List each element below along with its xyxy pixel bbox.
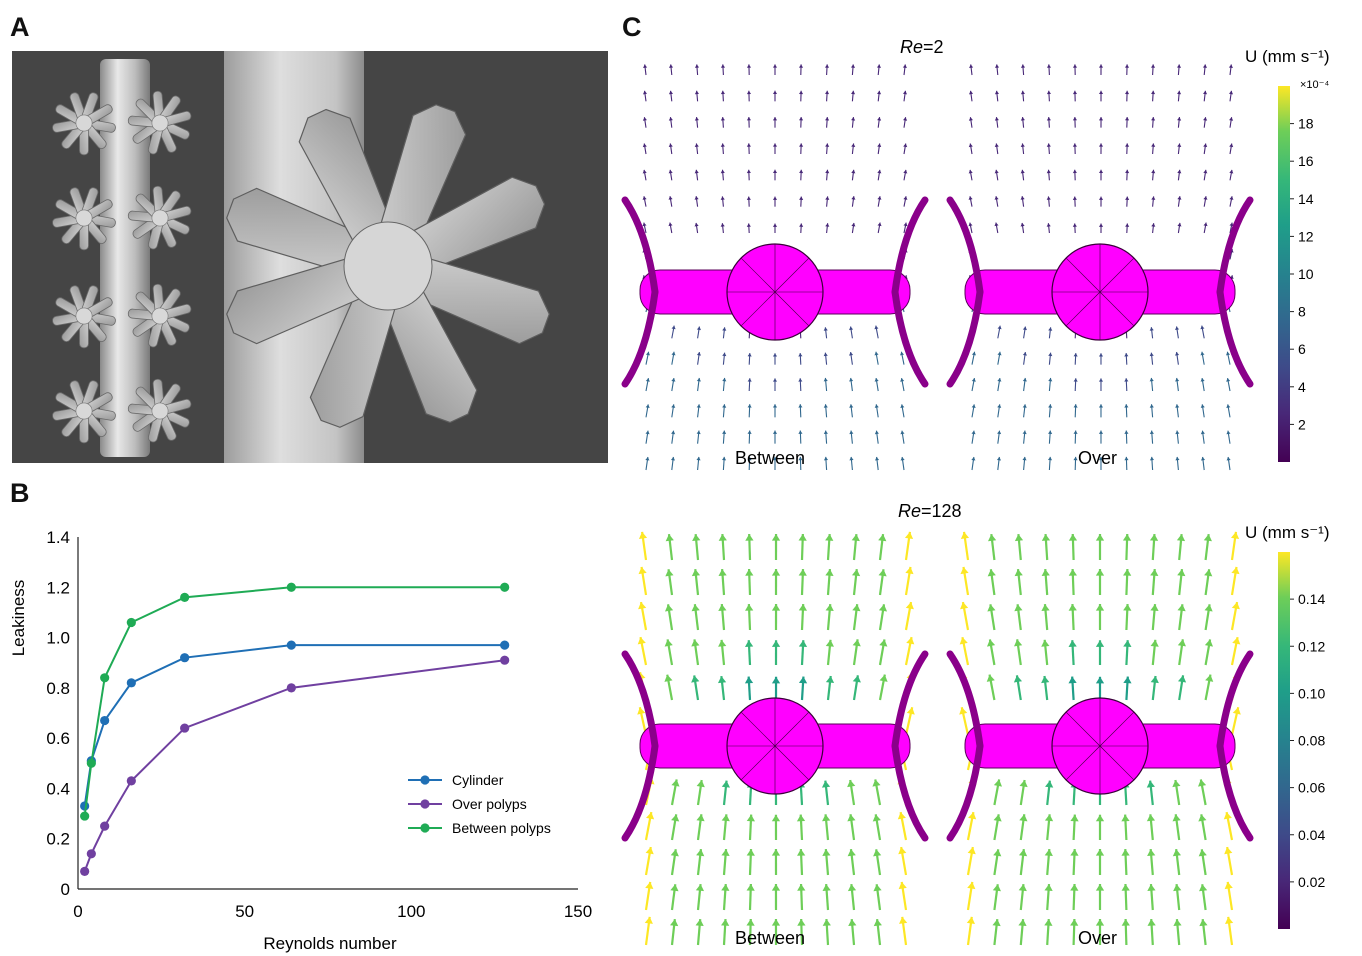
- panel-label-b: B: [10, 478, 30, 508]
- data-point: [80, 811, 90, 821]
- colorbar-tick: 16: [1298, 153, 1314, 169]
- colorbar-label-top: U (mm s⁻¹): [1245, 47, 1330, 66]
- colorbar-tick: 0.04: [1298, 827, 1325, 843]
- colorbar-exponent-top: ×10⁻⁴: [1300, 79, 1329, 91]
- data-point: [100, 821, 110, 831]
- y-tick-label: 1.0: [46, 629, 70, 648]
- velocity-vectors-top: [642, 64, 1234, 471]
- coral-model-render: [12, 51, 608, 463]
- y-tick-label: 0.4: [46, 779, 70, 798]
- data-point: [500, 582, 510, 592]
- series-line: [83, 586, 505, 817]
- large-polyp: [226, 104, 550, 428]
- y-tick-label: 0.8: [46, 679, 70, 698]
- between-label-top: Between: [735, 448, 805, 468]
- series-between-polyps: [80, 582, 510, 821]
- data-point: [100, 715, 110, 726]
- y-tick-label: 0.6: [46, 729, 70, 748]
- colorbar-label-bottom: U (mm s⁻¹): [1245, 523, 1330, 542]
- colorbar-top: [1278, 86, 1290, 462]
- re-label-top: Re=2: [900, 37, 944, 57]
- colorbar-ticks-top: 18 16 14 12 10 8 6 4 2: [1290, 116, 1314, 432]
- legend-entry: Cylinder: [408, 772, 504, 788]
- over-label-bottom: Over: [1078, 928, 1117, 948]
- colorbar-tick: 0.14: [1298, 591, 1325, 607]
- legend-entry: Between polyps: [408, 820, 551, 836]
- y-tick-label: 1.4: [46, 528, 70, 547]
- data-point: [86, 758, 96, 768]
- y-tick-label: 0: [61, 880, 70, 899]
- colorbar-tick: 0.08: [1298, 733, 1325, 749]
- y-tick-label: 1.2: [46, 578, 70, 597]
- panel-label-c: C: [622, 12, 642, 42]
- series-cylinder: [80, 640, 510, 811]
- series-line: [83, 659, 505, 872]
- colorbar-tick: 2: [1298, 416, 1306, 432]
- x-tick-label: 100: [397, 902, 425, 921]
- data-point: [86, 849, 96, 859]
- data-point: [126, 678, 136, 688]
- small-polyps: [52, 90, 192, 444]
- colorbar-tick: 0.10: [1298, 685, 1325, 701]
- data-point: [180, 723, 190, 733]
- x-axis-label: Reynolds number: [263, 934, 397, 953]
- data-point: [180, 592, 190, 602]
- data-point: [80, 866, 90, 876]
- chart-axes: [77, 537, 578, 890]
- data-point: [100, 673, 110, 683]
- between-label-bottom: Between: [735, 928, 805, 948]
- polyp-meshes-bottom: [621, 650, 1254, 842]
- polyp-meshes-top: [621, 196, 1254, 388]
- colorbar-tick: 8: [1298, 304, 1306, 320]
- chart-legend: Cylinder Over polyps Between polyps: [408, 772, 551, 836]
- legend-label: Over polyps: [452, 796, 527, 812]
- polyp-mesh: [621, 196, 929, 388]
- data-point: [286, 640, 296, 650]
- polyp-mesh: [621, 650, 929, 842]
- data-point: [500, 655, 510, 665]
- colorbar-bottom: [1278, 552, 1290, 929]
- legend-entry: Over polyps: [408, 796, 527, 812]
- legend-label: Cylinder: [452, 772, 504, 788]
- data-point: [286, 683, 296, 693]
- colorbar-tick: 14: [1298, 191, 1314, 207]
- colorbar-tick: 0.06: [1298, 780, 1325, 796]
- x-tick-label: 0: [73, 902, 82, 921]
- data-point: [500, 640, 510, 650]
- velocity-vectors-bottom: [637, 531, 1241, 946]
- chart-series: [80, 582, 510, 876]
- colorbar-tick: 6: [1298, 341, 1306, 357]
- colorbar-tick: 0.02: [1298, 874, 1325, 890]
- y-tick-label: 0.2: [46, 830, 70, 849]
- legend-label: Between polyps: [452, 820, 551, 836]
- data-point: [180, 653, 190, 663]
- data-point: [126, 617, 136, 628]
- x-tick-label: 50: [235, 902, 254, 921]
- colorbar-ticks-bottom: 0.14 0.12 0.10 0.08 0.06 0.04 0.02: [1290, 591, 1325, 890]
- leakiness-chart: 0 0.2 0.4 0.6 0.8 1.0 1.2 1.4 0 50 100 150 Leakine…: [9, 528, 592, 953]
- data-point: [286, 582, 296, 592]
- y-tick-labels: 0 0.2 0.4 0.6 0.8 1.0 1.2 1.4: [46, 528, 70, 899]
- colorbar-tick: 18: [1298, 116, 1314, 132]
- series-over-polyps: [80, 655, 510, 876]
- panel-label-a: A: [10, 12, 30, 42]
- colorbar-tick: 10: [1298, 266, 1314, 282]
- small-cylinder: [100, 59, 150, 457]
- colorbar-tick: 0.12: [1298, 638, 1325, 654]
- data-point: [126, 776, 136, 786]
- polyp-mesh: [946, 196, 1254, 388]
- colorbar-tick: 12: [1298, 228, 1314, 244]
- x-tick-label: 150: [564, 902, 592, 921]
- colorbar-tick: 4: [1298, 379, 1306, 395]
- y-axis-label: Leakiness: [9, 580, 28, 657]
- polyp-mesh: [946, 650, 1254, 842]
- over-label-top: Over: [1078, 448, 1117, 468]
- re-label-bottom: Re=128: [898, 501, 962, 521]
- x-tick-labels: 0 50 100 150: [73, 902, 592, 921]
